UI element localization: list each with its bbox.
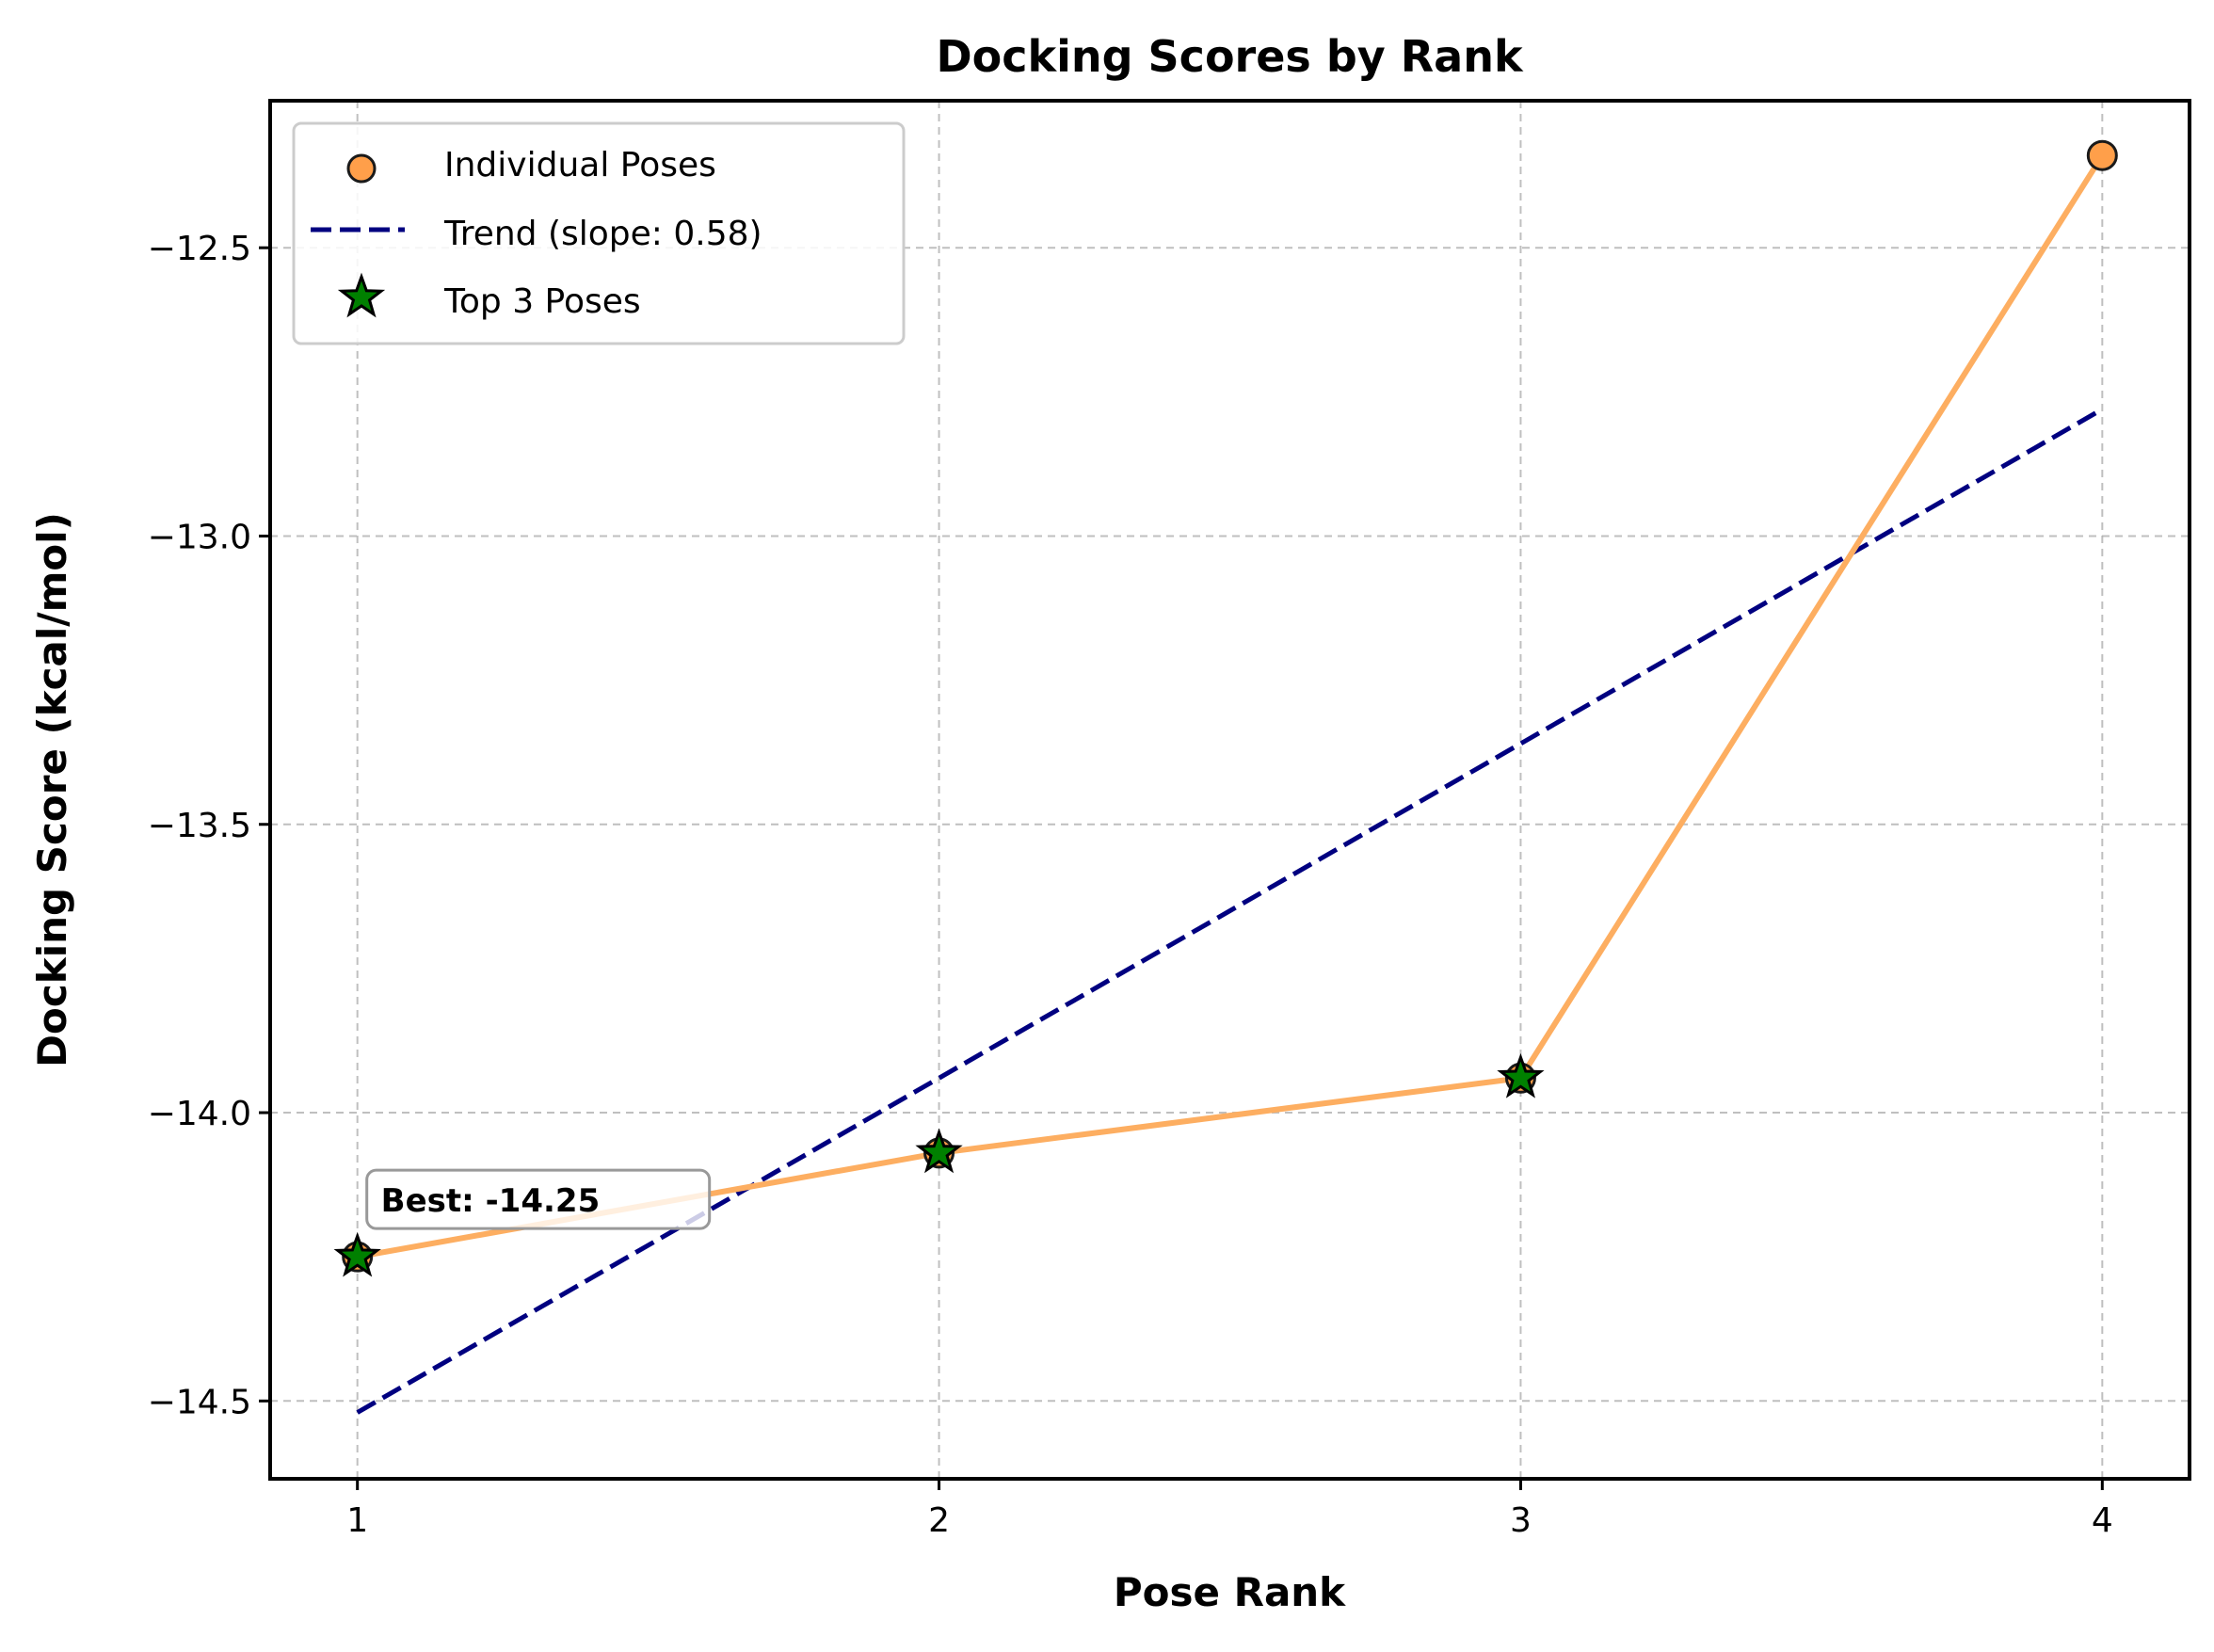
annotation-layer: Best: -14.25 [365, 1168, 712, 1230]
x-axis-label: Pose Rank [1114, 1569, 1346, 1615]
x-tick-label: 4 [2092, 1501, 2113, 1540]
top-pose-star [1497, 1052, 1545, 1099]
y-axis-label: Docking Score (kcal/mol) [29, 512, 75, 1067]
x-tick-label: 2 [928, 1501, 950, 1540]
plot-frame [268, 99, 2191, 1481]
best-annotation-label: Best: -14.25 [381, 1182, 601, 1220]
legend-label: Top 3 Poses [443, 282, 641, 321]
top-pose-star [915, 1128, 963, 1174]
x-tick-label: 3 [1510, 1501, 1532, 1540]
y-tick-label: −14.5 [148, 1383, 251, 1421]
best-annotation-box [365, 1168, 712, 1230]
legend-top-star [337, 272, 386, 318]
legend: Individual Poses Trend (slope: 0.58) Top 3… [292, 121, 906, 345]
y-tick-label: −12.5 [148, 230, 251, 268]
legend-label: Trend (slope: 0.58) [443, 215, 762, 253]
x-tick-label: 1 [346, 1501, 368, 1540]
y-tick-label: −14.0 [148, 1095, 251, 1133]
top-pose-star [333, 1231, 381, 1277]
trend-line [356, 407, 2104, 1415]
trend-layer [356, 407, 2104, 1415]
chart-title: Docking Scores by Rank [936, 31, 1524, 82]
y-tick-label: −13.0 [148, 518, 251, 556]
legend-label: Individual Poses [444, 146, 716, 184]
legend-pose-marker [346, 153, 377, 184]
marker-layer [333, 139, 2118, 1277]
y-tick-label: −13.5 [148, 807, 251, 845]
pose-point [2086, 139, 2118, 171]
tick-layer: 1 2 3 4 −14.5 −14.0 −13.5 −13.0 −12.5 [148, 230, 2113, 1540]
legend-box [292, 121, 906, 345]
